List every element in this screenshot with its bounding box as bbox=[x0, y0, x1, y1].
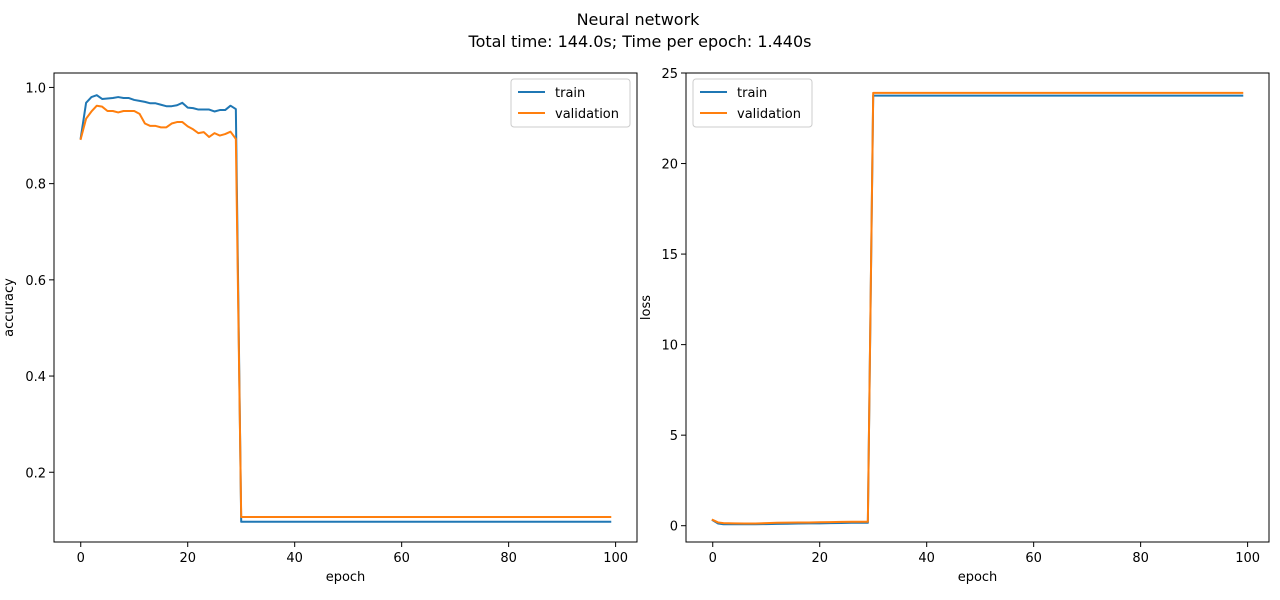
acc-yaxis-label: accuracy bbox=[2, 278, 17, 337]
acc-xaxis-label: epoch bbox=[326, 570, 366, 585]
loss-ytick-label: 0 bbox=[670, 520, 678, 535]
figure-title: Neural network bbox=[577, 10, 701, 29]
loss-xtick-label: 0 bbox=[709, 551, 717, 566]
acc-legend: train validation bbox=[510, 78, 631, 128]
acc-series-validation-line bbox=[79, 104, 612, 518]
loss-xtick-label: 100 bbox=[1235, 551, 1260, 566]
acc-xtick-label: 60 bbox=[393, 551, 410, 566]
charts-group: 0 20 40 60 80 1000.20.40.60.81.0epochaccuracy… bbox=[2, 67, 1270, 585]
figure-subtitle: Total time: 144.0s; Time per epoch: 1.44… bbox=[468, 32, 812, 51]
acc-ytick-label: 0.6 bbox=[25, 274, 46, 289]
loss-xtick-label: 60 bbox=[1025, 551, 1042, 566]
acc-chart: 0 20 40 60 80 100 0.2 0.4 0.6 0.8 1.0 epoch accuracy… bbox=[2, 72, 638, 585]
acc-legend-label-validation: validation bbox=[555, 107, 619, 122]
acc-xtick-label: 100 bbox=[603, 551, 628, 566]
loss-xaxis-label: epoch bbox=[958, 570, 998, 585]
loss-ytick-label: 10 bbox=[661, 339, 678, 354]
loss-ytick-label: 20 bbox=[661, 158, 678, 173]
acc-ytick-label: 0.2 bbox=[25, 466, 46, 481]
loss-xtick-label: 20 bbox=[811, 551, 828, 566]
loss-chart: 0 20 40 60 80 100 0 5 10 15 20 25 epoch loss train vali… bbox=[639, 67, 1270, 585]
loss-xtick-label: 40 bbox=[918, 551, 935, 566]
loss-legend-label-train: train bbox=[737, 86, 767, 101]
loss-legend: train validation bbox=[692, 78, 813, 128]
acc-legend-label-train: train bbox=[555, 86, 585, 101]
acc-ytick-label: 0.4 bbox=[25, 370, 46, 385]
loss-xtick-label: 80 bbox=[1132, 551, 1149, 566]
loss-yaxis-label: loss bbox=[639, 295, 654, 320]
loss-legend-label-validation: validation bbox=[737, 107, 801, 122]
acc-plot-frame bbox=[53, 72, 638, 543]
acc-ytick-label: 1.0 bbox=[25, 81, 46, 96]
acc-series-train-line bbox=[79, 94, 612, 523]
acc-ytick-label: 0.8 bbox=[25, 178, 46, 193]
loss-series-train-line bbox=[711, 94, 1244, 526]
loss-ytick-label: 15 bbox=[661, 248, 678, 263]
acc-xtick-label: 0 bbox=[77, 551, 85, 566]
loss-ytick-label: 25 bbox=[661, 67, 678, 82]
acc-xtick-label: 40 bbox=[286, 551, 303, 566]
loss-series-validation-line bbox=[711, 91, 1244, 525]
acc-xtick-label: 20 bbox=[179, 551, 196, 566]
loss-plot-frame bbox=[685, 72, 1270, 543]
acc-xtick-label: 80 bbox=[500, 551, 517, 566]
loss-ytick-label: 5 bbox=[670, 429, 678, 444]
